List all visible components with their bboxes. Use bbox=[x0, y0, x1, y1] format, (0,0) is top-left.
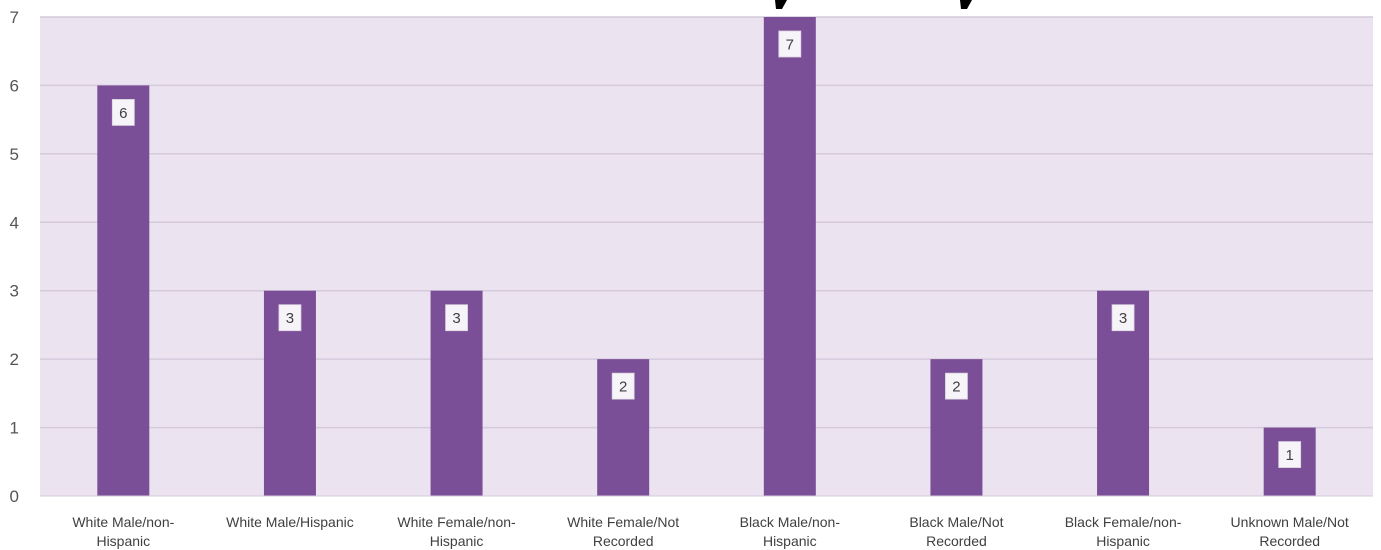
bars: 6 3 3 2 7 2 3 1 bbox=[97, 17, 1316, 496]
data-label: 3 bbox=[452, 310, 460, 327]
data-label-box bbox=[278, 304, 302, 332]
x-category-label-line: Unknown Male/Not bbox=[1231, 514, 1349, 530]
y-tick-label: 7 bbox=[10, 8, 19, 27]
x-category-label-line: Recorded bbox=[1259, 533, 1320, 549]
y-axis-ticks: 0 1 2 3 4 5 6 7 bbox=[10, 8, 19, 506]
data-label: 6 bbox=[119, 105, 127, 122]
x-category-label-line: Black Male/non- bbox=[740, 514, 841, 530]
data-label-box bbox=[778, 30, 802, 58]
plot-area bbox=[40, 17, 1373, 496]
data-label-box bbox=[611, 372, 635, 400]
bar bbox=[97, 85, 150, 496]
gridlines bbox=[40, 16, 1373, 429]
y-tick-label: 4 bbox=[10, 213, 19, 232]
data-label-box bbox=[445, 304, 468, 332]
y-tick-label: 5 bbox=[10, 145, 19, 164]
x-category-label-line: White Male/non- bbox=[72, 514, 174, 530]
data-label: 1 bbox=[1286, 447, 1294, 464]
data-label-box bbox=[945, 372, 968, 400]
x-category-label-line: Hispanic bbox=[763, 533, 817, 549]
y-tick-label: 2 bbox=[10, 350, 19, 369]
bar bbox=[763, 17, 816, 496]
x-category-label: Black Male/non- Hispanic bbox=[740, 514, 841, 549]
x-category-label-line: Hispanic bbox=[96, 533, 150, 549]
data-label: 7 bbox=[786, 37, 794, 54]
y-tick-label: 3 bbox=[10, 282, 19, 301]
x-category-label: Black Male/Not Recorded bbox=[909, 514, 1003, 549]
x-category-label: White Female/Not Recorded bbox=[567, 514, 679, 549]
x-category-label: Black Female/non- Hispanic bbox=[1065, 514, 1182, 549]
data-label: 3 bbox=[1119, 310, 1127, 327]
x-category-label-line: Recorded bbox=[926, 533, 987, 549]
x-category-label-line: Black Male/Not bbox=[909, 514, 1003, 530]
x-category-label-line: White Female/non- bbox=[397, 514, 516, 530]
x-category-label-line: Hispanic bbox=[1096, 533, 1150, 549]
x-category-label-line: Black Female/non- bbox=[1065, 514, 1182, 530]
x-category-label: White Male/Hispanic bbox=[226, 514, 354, 530]
data-label: 2 bbox=[619, 379, 627, 396]
x-axis-categories: White Male/non- Hispanic White Male/Hispan… bbox=[72, 514, 1349, 549]
data-label-box bbox=[1111, 304, 1135, 332]
y-tick-label: 1 bbox=[10, 419, 19, 438]
x-category-label-line: Recorded bbox=[593, 533, 654, 549]
y-tick-label: 6 bbox=[10, 76, 19, 95]
x-category-label: White Female/non- Hispanic bbox=[397, 514, 516, 549]
cropped-title-fragment bbox=[775, 0, 972, 9]
data-label-box bbox=[111, 99, 135, 126]
data-label-box bbox=[1278, 441, 1302, 468]
x-category-label: White Male/non- Hispanic bbox=[72, 514, 174, 549]
x-category-label-line: White Female/Not bbox=[567, 514, 679, 530]
x-category-label: Unknown Male/Not Recorded bbox=[1231, 514, 1349, 549]
data-label: 2 bbox=[952, 379, 960, 396]
y-tick-label: 0 bbox=[10, 487, 19, 506]
x-category-label-line: Hispanic bbox=[430, 533, 484, 549]
data-label: 3 bbox=[286, 310, 294, 327]
x-category-label-line: White Male/Hispanic bbox=[226, 514, 354, 530]
